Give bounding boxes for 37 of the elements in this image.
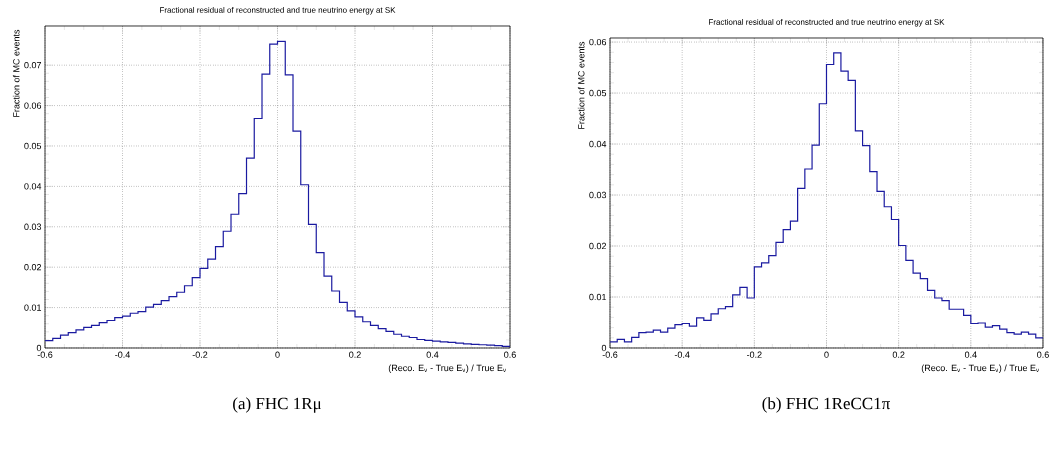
x-axis-title: (Reco. E$_{ν}$ - True E$_{ν}$) / True E$_{ν}$ bbox=[921, 364, 1039, 373]
x-tick-label: -0.4 bbox=[115, 351, 130, 358]
x-tick-label: 0 bbox=[824, 351, 829, 358]
x-tick-label: -0.2 bbox=[192, 351, 208, 358]
x-tick-label: 0.4 bbox=[964, 351, 977, 358]
y-tick-label: 0.01 bbox=[589, 293, 607, 301]
x-tick-label: 0.4 bbox=[426, 351, 439, 358]
x-tick-label: 0.2 bbox=[892, 351, 905, 358]
y-axis-title: Fraction of MC events bbox=[12, 29, 20, 117]
x-tick-label: 0.2 bbox=[349, 351, 361, 358]
y-tick-label: 0.06 bbox=[24, 102, 42, 109]
y-tick-label: 0.06 bbox=[589, 38, 607, 46]
y-tick-label: 0.04 bbox=[589, 140, 607, 148]
y-tick-label: 0.03 bbox=[589, 191, 607, 199]
x-tick-label: 0 bbox=[275, 351, 280, 358]
y-tick-label: 0 bbox=[601, 344, 607, 352]
y-tick-label: 0.05 bbox=[589, 89, 607, 97]
y-tick-label: 0.01 bbox=[24, 304, 42, 311]
text: (a) FHC 1Rμ bbox=[233, 397, 322, 413]
x-tick-label: -0.2 bbox=[746, 351, 762, 358]
chart-title: Fractional residual of reconstructed and true neutrino energy at SK bbox=[160, 6, 396, 15]
y-tick-label: 0.02 bbox=[24, 263, 42, 271]
y-tick-label: 0.04 bbox=[24, 183, 42, 190]
x-tick-label: -0.4 bbox=[674, 351, 690, 358]
x-axis-title: (Reco. E$_{ν}$ - True E$_{ν}$) / True E$_{ν}$ bbox=[388, 364, 506, 373]
y-tick-label: 0.05 bbox=[24, 142, 42, 150]
x-tick-label: -0.6 bbox=[602, 351, 618, 358]
text: (b) FHC 1ReCC1π bbox=[762, 397, 891, 413]
y-tick-label: 0.07 bbox=[24, 61, 42, 69]
x-tick-label: -0.6 bbox=[37, 351, 53, 358]
x-tick-label: 0.6 bbox=[1037, 351, 1049, 358]
y-tick-label: 0.03 bbox=[24, 223, 42, 230]
chart-title: Fractional residual of reconstructed and true neutrino energy at SK bbox=[709, 19, 945, 27]
y-tick-label: 0.02 bbox=[589, 242, 607, 250]
y-axis-title: Fraction of MC events bbox=[577, 41, 585, 129]
x-tick-label: 0.6 bbox=[504, 351, 516, 358]
y-tick-label: 0 bbox=[36, 344, 42, 352]
